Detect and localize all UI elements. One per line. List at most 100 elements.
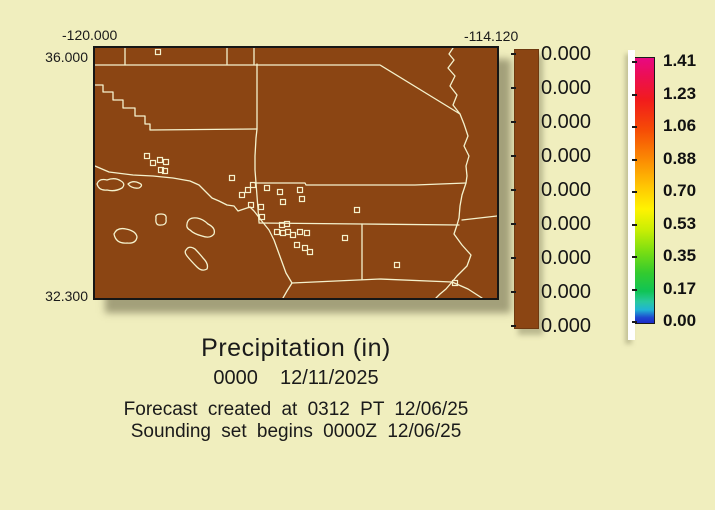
station-marker <box>296 228 304 236</box>
precipitation-map <box>93 46 499 300</box>
station-marker <box>341 234 349 242</box>
station-marker <box>273 228 281 236</box>
value-tick-mark <box>511 53 516 55</box>
north-border-line <box>95 64 461 115</box>
island-outline <box>184 246 209 271</box>
colorbar-label: 0.70 <box>663 181 697 200</box>
colorbar-tick-mark <box>632 158 637 161</box>
county-vertical-line <box>254 63 258 184</box>
forecast-created-line: Forecast created at 0312 PT 12/06/25 <box>123 399 469 420</box>
station-marker <box>157 166 165 174</box>
station-marker <box>228 174 236 182</box>
lon-label-west: -120.000 <box>62 27 118 43</box>
station-marker <box>161 167 169 175</box>
sounding-set-line: Sounding set begins 0000Z 12/06/25 <box>130 421 462 442</box>
station-marker <box>283 220 291 228</box>
colorbar-label: 0.00 <box>663 311 697 330</box>
colorbar-tick-mark <box>632 191 637 193</box>
value-label: 0.000 <box>541 213 592 235</box>
island-outline <box>113 227 138 244</box>
station-marker <box>143 152 151 160</box>
value-label: 0.000 <box>541 179 592 201</box>
coastline <box>95 165 293 284</box>
station-marker <box>156 156 164 164</box>
value-tick-mark <box>511 325 516 327</box>
value-label: 0.000 <box>541 247 592 269</box>
station-marker <box>244 186 252 194</box>
station-marker <box>162 158 170 166</box>
value-label: 0.000 <box>541 111 592 133</box>
station-markers-layer <box>143 48 459 287</box>
value-tick-mark <box>511 87 516 89</box>
colorbar-tick-mark <box>632 93 637 96</box>
zero-precip-bar <box>514 49 539 329</box>
arizona-county-line <box>461 215 497 221</box>
station-marker <box>293 241 301 249</box>
valid-datetime: 0000 12/11/2025 <box>213 367 379 389</box>
station-marker <box>279 229 287 237</box>
colorbar-highlight-stripe <box>628 50 635 340</box>
colorado-river-line <box>435 48 472 298</box>
island-outline <box>186 217 216 238</box>
value-label: 0.000 <box>541 43 592 65</box>
colorbar-label: 1.23 <box>663 83 697 103</box>
station-marker <box>296 186 304 194</box>
colorbar-tick-mark <box>632 321 637 323</box>
colorbar-tick-mark <box>632 288 637 291</box>
colorbar-tick-mark <box>632 223 637 226</box>
chart-title: Precipitation (in) <box>201 334 391 362</box>
station-marker <box>154 48 162 56</box>
colorbar-gradient <box>635 57 655 324</box>
station-marker <box>284 228 292 236</box>
value-label: 0.000 <box>541 281 592 303</box>
value-label: 0.000 <box>541 77 592 99</box>
colorbar-label: 1.06 <box>663 116 697 135</box>
riverside-west-line <box>255 182 260 223</box>
colorbar-label: 0.17 <box>663 278 697 298</box>
value-tick-mark <box>511 155 516 157</box>
station-marker <box>238 191 246 199</box>
arizona-border-line <box>451 281 483 298</box>
mexico-border-line <box>291 278 453 284</box>
station-marker <box>353 206 361 214</box>
colorbar-tick-mark <box>632 61 637 63</box>
station-marker <box>279 198 287 206</box>
county-boundaries-layer <box>95 48 497 298</box>
station-marker <box>301 244 309 252</box>
value-tick-mark <box>511 223 516 225</box>
station-marker <box>263 184 271 192</box>
colorbar-label: 0.88 <box>663 148 697 168</box>
lon-label-east: -114.120 <box>464 28 519 44</box>
value-label: 0.000 <box>541 145 592 167</box>
station-marker <box>393 261 401 269</box>
colorbar-label: 0.53 <box>663 213 697 233</box>
station-marker <box>249 181 257 189</box>
colorbar-label: 0.35 <box>663 246 697 265</box>
station-marker <box>451 279 459 287</box>
station-marker <box>306 248 314 256</box>
lat-label-south: 32.300 <box>45 288 88 304</box>
value-tick-mark <box>511 257 516 259</box>
station-marker <box>149 159 157 167</box>
value-label: 0.000 <box>541 315 592 337</box>
lat34-county-line <box>254 182 467 186</box>
station-marker <box>298 195 306 203</box>
value-tick-mark <box>511 291 516 293</box>
baja-coast-line <box>282 282 293 298</box>
station-marker <box>289 231 297 239</box>
colorbar-label: 1.41 <box>663 51 697 70</box>
colorbar-tick-mark <box>632 256 637 258</box>
value-tick-mark <box>511 121 516 123</box>
colorbar-tick-mark <box>632 126 637 128</box>
station-marker <box>276 188 284 196</box>
station-marker <box>247 201 255 209</box>
lat-label-north: 36.000 <box>45 49 88 65</box>
island-outline <box>96 178 125 192</box>
island-outline <box>127 181 143 189</box>
station-marker <box>303 229 311 237</box>
station-marker <box>258 213 266 221</box>
island-outline <box>155 213 167 226</box>
stairstep-county-line <box>95 84 258 131</box>
station-marker <box>257 203 265 211</box>
